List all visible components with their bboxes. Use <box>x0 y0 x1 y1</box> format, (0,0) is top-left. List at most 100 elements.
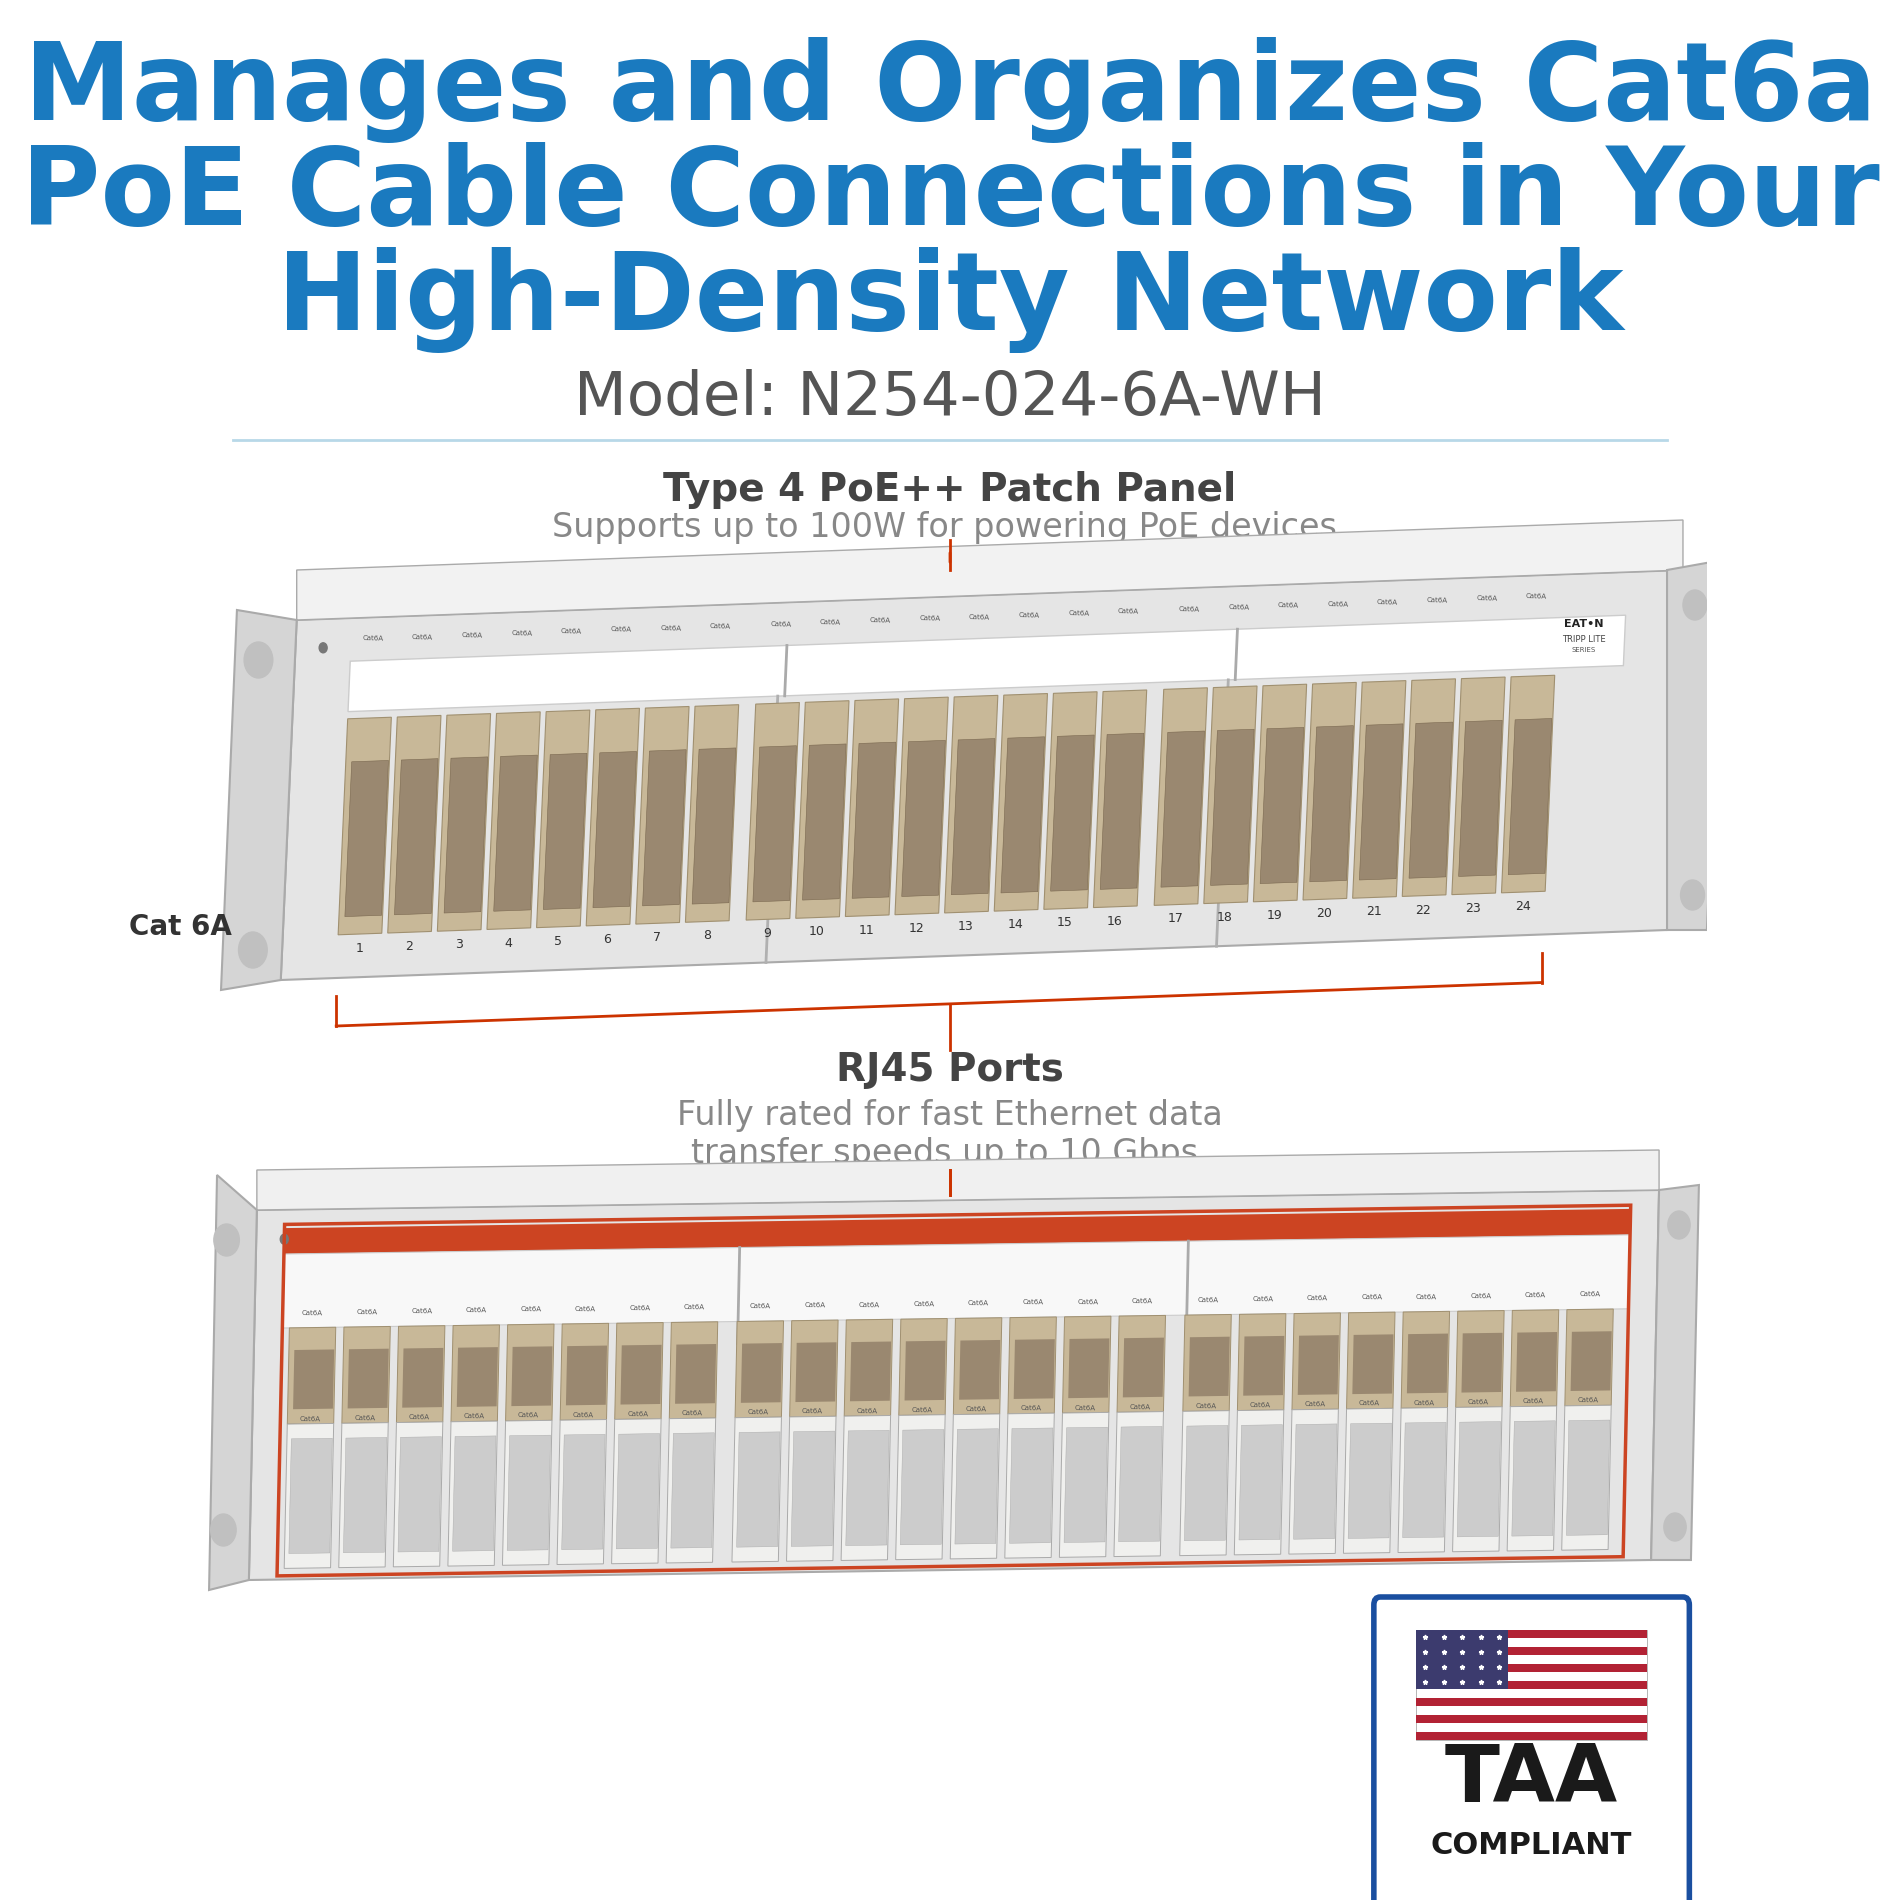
Text: 7: 7 <box>654 931 661 944</box>
Text: Cat6A: Cat6A <box>682 1410 703 1417</box>
Text: Cat6A: Cat6A <box>627 1412 648 1417</box>
Polygon shape <box>536 711 589 927</box>
Text: 12: 12 <box>908 922 923 935</box>
Polygon shape <box>790 1320 838 1417</box>
Bar <box>1416 1664 1647 1672</box>
Polygon shape <box>899 1319 948 1416</box>
Text: Cat6A: Cat6A <box>1227 604 1250 612</box>
Bar <box>1416 1630 1647 1740</box>
Text: EAT•N: EAT•N <box>1564 619 1604 629</box>
Text: 1: 1 <box>355 942 363 956</box>
Polygon shape <box>616 1434 659 1548</box>
Polygon shape <box>388 716 441 933</box>
Polygon shape <box>1298 1336 1339 1395</box>
Polygon shape <box>1566 1309 1613 1406</box>
Polygon shape <box>616 1322 663 1419</box>
Polygon shape <box>849 1341 891 1402</box>
Polygon shape <box>1161 732 1205 887</box>
Polygon shape <box>1189 1338 1229 1396</box>
Text: 20: 20 <box>1317 906 1332 920</box>
Text: Manages and Organizes Cat6a: Manages and Organizes Cat6a <box>23 36 1877 142</box>
Polygon shape <box>397 1436 441 1552</box>
Polygon shape <box>395 758 439 914</box>
Text: Cat6A: Cat6A <box>353 1416 376 1421</box>
Polygon shape <box>1239 1425 1282 1541</box>
Circle shape <box>1668 1210 1691 1239</box>
Polygon shape <box>1303 682 1357 901</box>
Polygon shape <box>1184 1315 1231 1412</box>
Text: Cat6A: Cat6A <box>464 1414 484 1419</box>
Polygon shape <box>348 616 1626 712</box>
Circle shape <box>243 642 274 678</box>
Polygon shape <box>1353 1334 1393 1395</box>
Circle shape <box>211 1514 236 1547</box>
Polygon shape <box>642 750 686 906</box>
Polygon shape <box>289 1438 332 1554</box>
Polygon shape <box>1516 1332 1558 1393</box>
Text: Cat 6A: Cat 6A <box>129 914 232 940</box>
Polygon shape <box>1353 680 1406 899</box>
Polygon shape <box>338 716 391 935</box>
Polygon shape <box>1510 1309 1558 1406</box>
Polygon shape <box>1007 1317 1056 1414</box>
Polygon shape <box>249 1189 1659 1581</box>
Text: Cat6A: Cat6A <box>511 631 532 637</box>
Polygon shape <box>1666 560 1723 929</box>
Text: Cat6A: Cat6A <box>1522 1398 1545 1404</box>
Polygon shape <box>1400 1311 1450 1408</box>
Polygon shape <box>494 754 538 912</box>
Polygon shape <box>348 1349 390 1408</box>
Polygon shape <box>752 745 796 902</box>
Text: Cat6A: Cat6A <box>684 1303 705 1311</box>
Text: 19: 19 <box>1267 908 1283 922</box>
Polygon shape <box>507 1434 551 1550</box>
Text: Cat6A: Cat6A <box>363 635 384 642</box>
Polygon shape <box>1015 1340 1054 1398</box>
Polygon shape <box>692 749 735 904</box>
Text: Cat6A: Cat6A <box>969 614 990 619</box>
Text: Cat6A: Cat6A <box>1469 1398 1490 1406</box>
Text: Cat6A: Cat6A <box>1476 595 1497 602</box>
Polygon shape <box>486 712 540 929</box>
Polygon shape <box>448 1421 498 1566</box>
Polygon shape <box>1455 1311 1505 1408</box>
Polygon shape <box>445 756 488 914</box>
Text: 14: 14 <box>1007 918 1024 931</box>
Text: 4: 4 <box>504 937 513 950</box>
Bar <box>1416 1647 1647 1655</box>
Text: Cat6A: Cat6A <box>859 1302 880 1307</box>
Polygon shape <box>735 1320 783 1417</box>
Circle shape <box>1683 591 1706 619</box>
Polygon shape <box>796 701 849 918</box>
Polygon shape <box>669 1322 718 1419</box>
Polygon shape <box>285 1423 334 1567</box>
Polygon shape <box>1153 688 1206 906</box>
Bar <box>1416 1731 1647 1740</box>
Text: Cat6A: Cat6A <box>821 619 842 625</box>
Text: Cat6A: Cat6A <box>466 1307 486 1313</box>
Polygon shape <box>452 1436 496 1550</box>
Text: Cat6A: Cat6A <box>519 1412 540 1419</box>
Text: Cat6A: Cat6A <box>1129 1404 1151 1410</box>
Circle shape <box>1682 880 1704 910</box>
Text: 16: 16 <box>1108 914 1123 927</box>
Polygon shape <box>511 1347 553 1406</box>
Polygon shape <box>543 752 587 910</box>
Polygon shape <box>851 743 895 899</box>
Bar <box>1416 1714 1647 1723</box>
Text: 2: 2 <box>405 940 412 954</box>
Polygon shape <box>844 1319 893 1416</box>
Text: Cat6A: Cat6A <box>1117 608 1138 616</box>
Text: Cat6A: Cat6A <box>357 1309 378 1315</box>
Polygon shape <box>1180 1410 1229 1556</box>
Text: Cat6A: Cat6A <box>1378 598 1398 606</box>
Polygon shape <box>502 1421 553 1566</box>
Polygon shape <box>1509 718 1552 874</box>
Text: Cat6A: Cat6A <box>1471 1292 1492 1300</box>
Polygon shape <box>1292 1313 1339 1410</box>
Polygon shape <box>1009 1429 1053 1543</box>
Text: 21: 21 <box>1366 904 1381 918</box>
Text: Cat6A: Cat6A <box>521 1307 541 1313</box>
Polygon shape <box>560 1322 608 1419</box>
Bar <box>1416 1630 1509 1689</box>
